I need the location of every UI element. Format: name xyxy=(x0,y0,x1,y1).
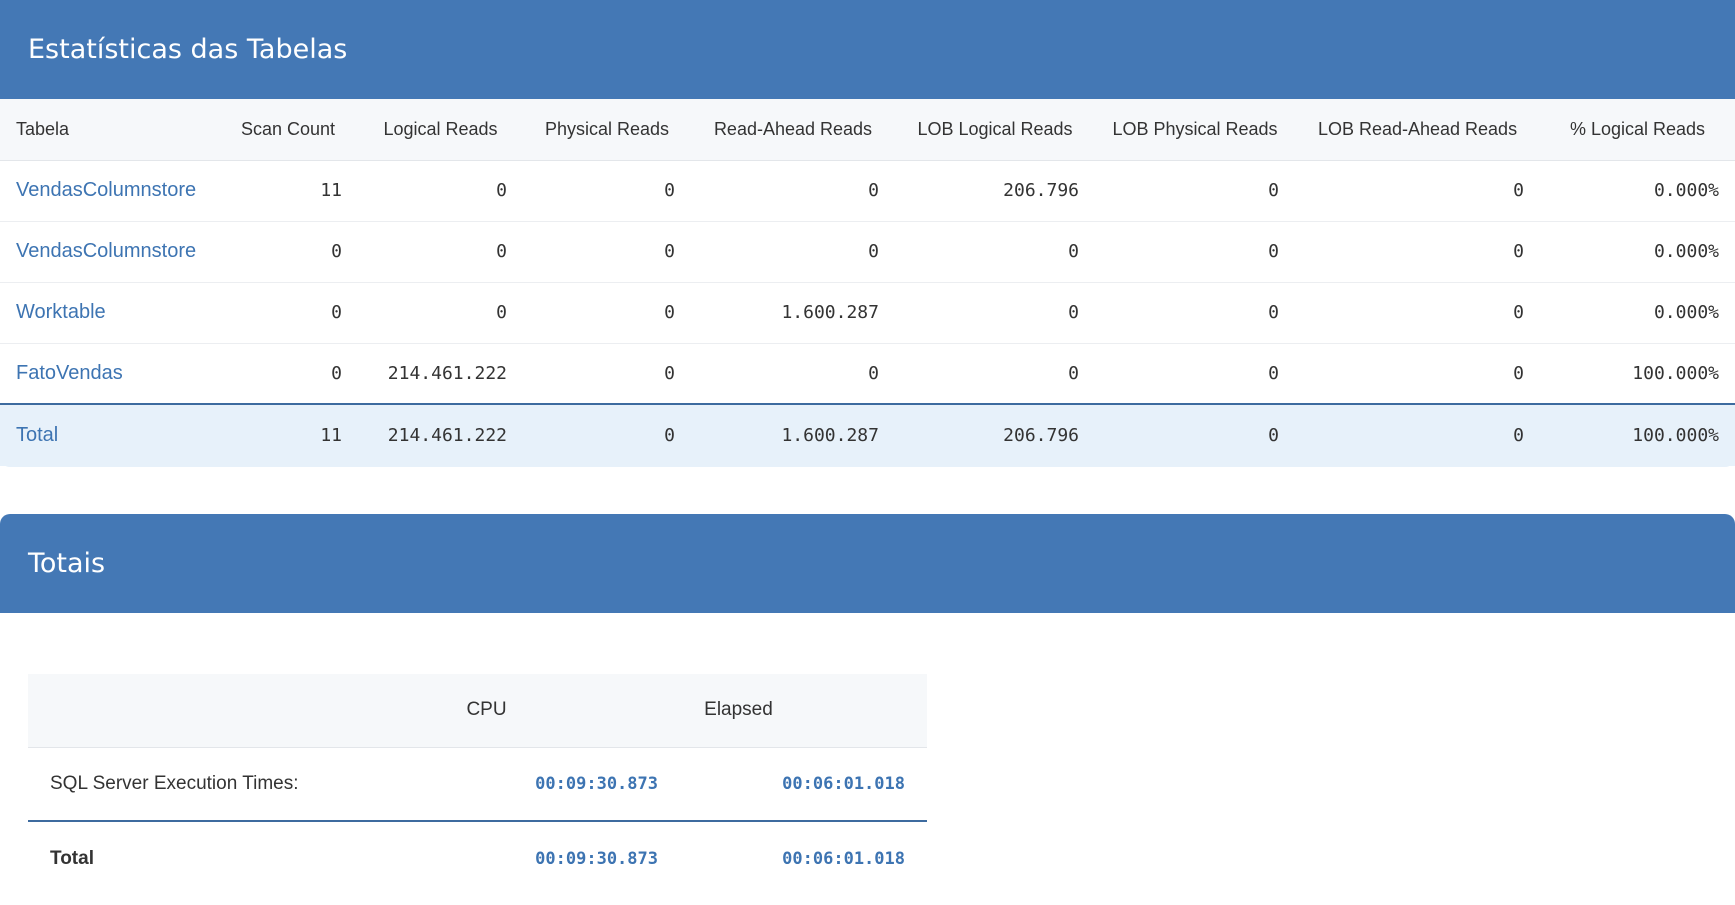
logical-reads-cell: 0 xyxy=(358,221,523,283)
pct-logical-reads-cell: 0.000% xyxy=(1540,282,1735,344)
total-lob-read-ahead-reads: 0 xyxy=(1295,403,1540,466)
scan-count-cell: 11 xyxy=(218,160,358,222)
physical-reads-cell: 0 xyxy=(523,160,691,222)
scan-count-cell: 0 xyxy=(218,221,358,283)
total-cpu-time: 00:09:30.873 xyxy=(535,848,658,869)
col-physical-reads[interactable]: Physical Reads xyxy=(523,99,691,161)
read-ahead-reads-cell: 0 xyxy=(691,343,895,405)
physical-reads-cell: 0 xyxy=(523,221,691,283)
read-ahead-reads-cell: 0 xyxy=(691,160,895,222)
lob-physical-reads-cell: 0 xyxy=(1095,221,1295,283)
col-lob-logical-reads[interactable]: LOB Logical Reads xyxy=(895,99,1095,161)
exec-elapsed-time: 00:06:01.018 xyxy=(680,747,927,822)
lob-read-ahead-reads-cell: 0 xyxy=(1295,160,1540,222)
table-name-link[interactable]: Worktable xyxy=(0,282,218,344)
lob-physical-reads-cell: 0 xyxy=(1095,160,1295,222)
col-read-ahead-reads[interactable]: Read-Ahead Reads xyxy=(691,99,895,161)
total-read-ahead-reads: 1.600.287 xyxy=(691,403,895,466)
exec-times-row: SQL Server Execution Times: 00:09:30.873… xyxy=(28,747,927,822)
lob-logical-reads-cell: 0 xyxy=(895,343,1095,405)
read-ahead-reads-cell: 0 xyxy=(691,221,895,283)
table-name-link[interactable]: FatoVendas xyxy=(0,343,218,405)
lob-logical-reads-cell: 206.796 xyxy=(895,160,1095,222)
table-row: Worktable 0 0 0 1.600.287 0 0 0 0.000% xyxy=(0,282,1735,344)
total-pct-logical-reads: 100.000% xyxy=(1540,403,1735,466)
table-row: VendasColumnstore 0 0 0 0 0 0 0 0.000% xyxy=(0,221,1735,283)
physical-reads-cell: 0 xyxy=(523,343,691,405)
total-lob-logical-reads: 206.796 xyxy=(895,403,1095,466)
logical-reads-cell: 0 xyxy=(358,282,523,344)
scan-count-cell: 0 xyxy=(218,343,358,405)
lob-read-ahead-reads-cell: 0 xyxy=(1295,343,1540,405)
exec-cpu-time: 00:09:30.873 xyxy=(433,747,680,822)
lob-read-ahead-reads-cell: 0 xyxy=(1295,221,1540,283)
pct-logical-reads-cell: 0.000% xyxy=(1540,221,1735,283)
totals-total-row: Total 00:09:30.873 00:06:01.018 xyxy=(28,821,927,895)
pct-logical-reads-cell: 0.000% xyxy=(1540,160,1735,222)
col-tabela[interactable]: Tabela xyxy=(0,99,218,161)
stats-header-row: Tabela Scan Count Logical Reads Physical… xyxy=(0,99,1735,161)
col-lob-read-ahead-reads[interactable]: LOB Read-Ahead Reads xyxy=(1295,99,1540,161)
lob-logical-reads-cell: 0 xyxy=(895,282,1095,344)
pct-logical-reads-cell: 100.000% xyxy=(1540,343,1735,405)
col-logical-reads[interactable]: Logical Reads xyxy=(358,99,523,161)
total-physical-reads: 0 xyxy=(523,403,691,466)
table-totals: CPU Elapsed SQL Server Execution Times: … xyxy=(28,674,927,895)
physical-reads-cell: 0 xyxy=(523,282,691,344)
stats-total-row: Total 11 214.461.222 0 1.600.287 206.796… xyxy=(0,403,1735,466)
col-elapsed[interactable]: Elapsed xyxy=(680,674,927,748)
table-name-link[interactable]: VendasColumnstore xyxy=(0,221,218,283)
col-cpu[interactable]: CPU xyxy=(433,674,680,748)
col-scan-count[interactable]: Scan Count xyxy=(218,99,358,161)
stats-section-title: Estatísticas das Tabelas xyxy=(0,0,1735,99)
total-elapsed-time: 00:06:01.018 xyxy=(782,848,905,869)
read-ahead-reads-cell: 1.600.287 xyxy=(691,282,895,344)
lob-physical-reads-cell: 0 xyxy=(1095,343,1295,405)
table-statistics: Tabela Scan Count Logical Reads Physical… xyxy=(0,99,1735,466)
total-logical-reads: 214.461.222 xyxy=(358,403,523,466)
exec-times-label: SQL Server Execution Times: xyxy=(28,747,433,822)
totals-section-title: Totais xyxy=(0,514,1735,613)
scan-count-cell: 0 xyxy=(218,282,358,344)
total-scan-count: 11 xyxy=(218,403,358,466)
logical-reads-cell: 214.461.222 xyxy=(358,343,523,405)
totals-total-label: Total xyxy=(50,847,94,869)
table-name-link[interactable]: VendasColumnstore xyxy=(0,160,218,222)
totals-header-row: CPU Elapsed xyxy=(28,674,927,748)
total-label: Total xyxy=(0,403,218,466)
col-pct-logical-reads[interactable]: % Logical Reads xyxy=(1540,99,1735,161)
col-lob-physical-reads[interactable]: LOB Physical Reads xyxy=(1095,99,1295,161)
table-row: FatoVendas 0 214.461.222 0 0 0 0 0 100.0… xyxy=(0,343,1735,405)
total-lob-physical-reads: 0 xyxy=(1095,403,1295,466)
logical-reads-cell: 0 xyxy=(358,160,523,222)
lob-physical-reads-cell: 0 xyxy=(1095,282,1295,344)
table-row: VendasColumnstore 11 0 0 0 206.796 0 0 0… xyxy=(0,160,1735,222)
col-empty xyxy=(28,674,433,748)
lob-logical-reads-cell: 0 xyxy=(895,221,1095,283)
lob-read-ahead-reads-cell: 0 xyxy=(1295,282,1540,344)
